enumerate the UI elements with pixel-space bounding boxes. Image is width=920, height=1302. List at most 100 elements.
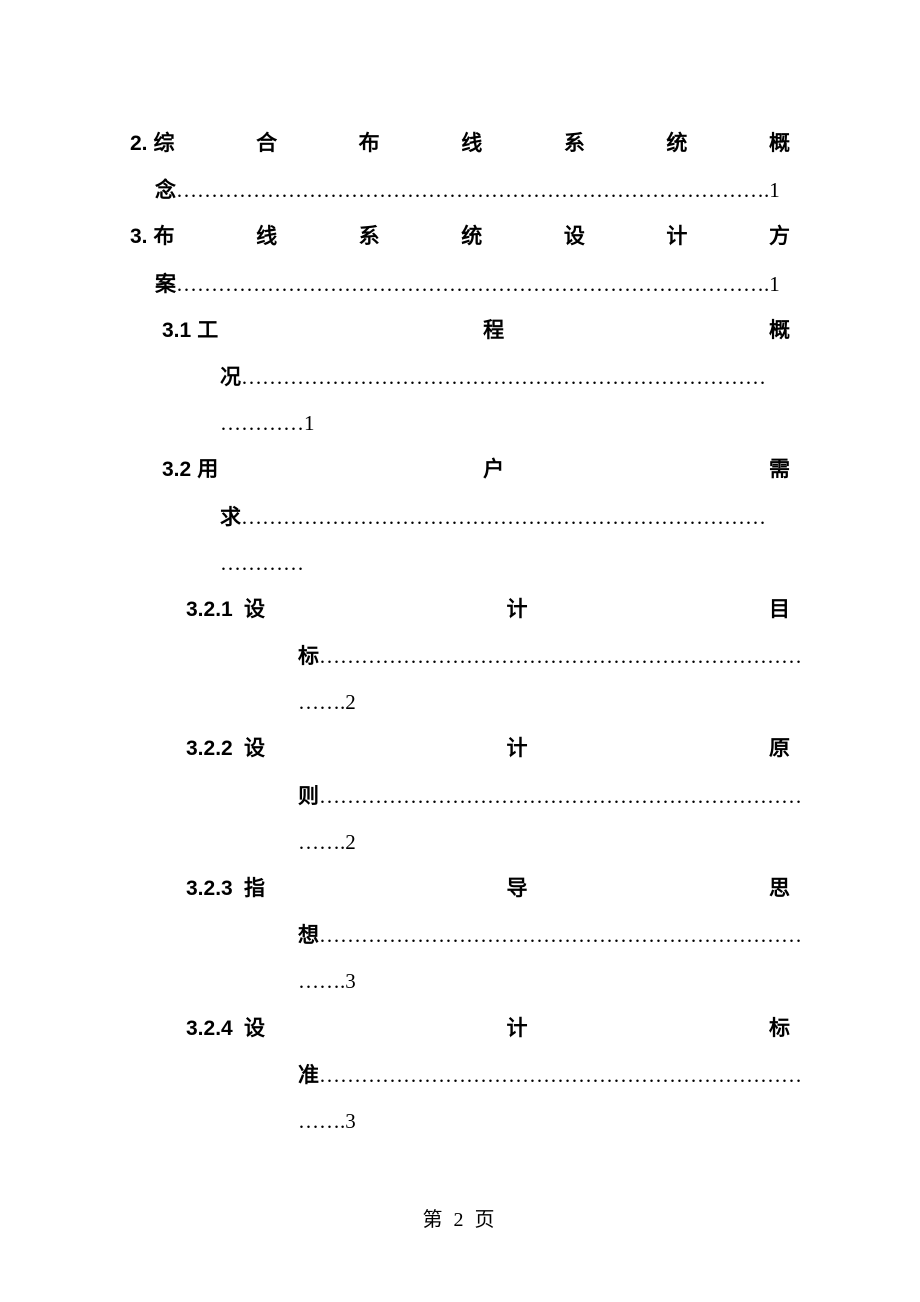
toc-dots: …………………………………………………………… — [319, 1063, 802, 1087]
toc-item-3-2-2: 3.2.2 设 计 原 则…………………………………………………………… …….… — [130, 725, 790, 865]
toc-char: 计 — [506, 725, 527, 772]
toc-num-3-2-3: 3.2.3 — [186, 866, 233, 912]
toc-line-3-2-1-wrap1: 标…………………………………………………………… — [186, 633, 790, 679]
toc-line-3-2-4-title: 3.2.4 设 计 标 — [186, 1005, 790, 1052]
toc-num-3-1: 3.1 — [162, 308, 191, 354]
toc-char: 综 — [154, 120, 175, 166]
toc-dots: ………………………………………………………………… — [241, 505, 766, 529]
toc-item-3-2-1: 3.2.1 设 计 目 标…………………………………………………………… …….… — [130, 586, 790, 726]
toc-char: 概 — [769, 120, 790, 167]
toc-dots: ……. — [298, 969, 345, 993]
page-footer: 第 2 页 — [0, 1203, 920, 1232]
toc-num-3-2-1: 3.2.1 — [186, 587, 233, 633]
toc-char: 布 — [359, 120, 380, 167]
page-number-label: 第 2 页 — [423, 1209, 498, 1231]
toc-char: 设 — [244, 586, 265, 632]
toc-dots: ……. — [298, 830, 345, 854]
toc-num-3-2-2: 3.2.2 — [186, 726, 233, 772]
toc-item-3-2-4: 3.2.4 设 计 标 准…………………………………………………………… …….… — [130, 1005, 790, 1145]
toc-page: 1 — [769, 272, 780, 296]
toc-char: 户 — [483, 446, 504, 493]
toc-line-3-1-title: 3.1工 程 概 — [162, 307, 790, 354]
toc-char: 系 — [564, 120, 585, 167]
toc-char: 思 — [769, 865, 790, 912]
toc-char: 计 — [506, 1005, 527, 1052]
toc-char: 合 — [256, 120, 277, 167]
toc-item-3: 3.布 线 系 统 设 计 方 案……………………………………………………………… — [130, 213, 790, 306]
toc-dots: ……. — [298, 690, 345, 714]
toc-dots: …………………………………………………………… — [319, 784, 802, 808]
toc-dots: …………………………………………………………………………. — [176, 272, 769, 296]
toc-char: 方 — [769, 213, 790, 260]
toc-wrap-char: 案 — [155, 272, 176, 296]
toc-dots: …………………………………………………………………………. — [176, 178, 769, 202]
toc-wrap-char: 念 — [155, 178, 176, 202]
toc-page: 1 — [304, 411, 315, 435]
toc-char: 概 — [769, 307, 790, 354]
toc-char: 导 — [506, 865, 527, 912]
toc-line-3-2-2-wrap2: …….2 — [186, 819, 790, 865]
toc-wrap-char: 准 — [298, 1063, 319, 1087]
toc-line-3-1-wrap1: 况………………………………………………………………… — [162, 354, 790, 400]
toc-char: 指 — [244, 865, 265, 911]
toc-dots: ………… — [220, 411, 304, 435]
toc-wrap-char: 况 — [220, 365, 241, 389]
toc-line-2-wrap: 念………………………………………………………………………….1 — [130, 167, 790, 213]
toc-line-2-title: 2.综 合 布 线 系 统 概 — [130, 120, 790, 167]
toc-char: 设 — [564, 213, 585, 260]
toc-line-3-2-4-wrap1: 准…………………………………………………………… — [186, 1052, 790, 1098]
toc-page: 3 — [345, 969, 356, 993]
toc-line-3-title: 3.布 线 系 统 设 计 方 — [130, 213, 790, 260]
toc-char: 程 — [483, 307, 504, 354]
toc-char: 设 — [244, 1005, 265, 1051]
toc-num-3-2: 3.2 — [162, 447, 191, 493]
toc-char: 系 — [359, 213, 380, 260]
toc-char: 目 — [769, 586, 790, 633]
toc-line-3-2-2-wrap1: 则…………………………………………………………… — [186, 773, 790, 819]
toc-item-2: 2.综 合 布 线 系 统 概 念……………………………………………………………… — [130, 120, 790, 213]
toc-wrap-char: 想 — [298, 923, 319, 947]
toc-num-3: 3. — [130, 214, 148, 260]
toc-char: 用 — [197, 446, 218, 492]
toc-num-2: 2. — [130, 121, 148, 167]
toc-page: 2 — [345, 690, 356, 714]
toc-char: 需 — [769, 446, 790, 493]
toc-wrap-char: 则 — [298, 784, 319, 808]
toc-char: 标 — [769, 1005, 790, 1052]
toc-line-3-1-wrap2: …………1 — [162, 400, 790, 446]
toc-wrap-char: 标 — [298, 644, 319, 668]
toc-line-3-wrap: 案………………………………………………………………………….1 — [130, 261, 790, 307]
toc-line-3-2-1-title: 3.2.1 设 计 目 — [186, 586, 790, 633]
toc-item-3-2: 3.2用 户 需 求………………………………………………………………… ………… — [130, 446, 790, 586]
toc-page: 2 — [345, 830, 356, 854]
toc-line-3-2-3-wrap1: 想…………………………………………………………… — [186, 912, 790, 958]
toc-line-3-2-wrap1: 求………………………………………………………………… — [162, 494, 790, 540]
toc-char: 线 — [256, 213, 277, 260]
toc-page: 1 — [769, 178, 780, 202]
toc-dots: ………… — [220, 551, 304, 575]
toc-num-3-2-4: 3.2.4 — [186, 1006, 233, 1052]
toc-line-3-2-wrap2: ………… — [162, 540, 790, 586]
toc-char: 工 — [197, 307, 218, 353]
toc-char: 线 — [461, 120, 482, 167]
toc-line-3-2-4-wrap2: …….3 — [186, 1098, 790, 1144]
toc-char: 统 — [666, 120, 687, 167]
toc-item-3-2-3: 3.2.3 指 导 思 想…………………………………………………………… …….… — [130, 865, 790, 1005]
toc-char: 计 — [506, 586, 527, 633]
toc-line-3-2-3-title: 3.2.3 指 导 思 — [186, 865, 790, 912]
toc-char: 计 — [666, 213, 687, 260]
toc-char: 统 — [461, 213, 482, 260]
toc-page: 3 — [345, 1109, 356, 1133]
toc-dots: …………………………………………………………… — [319, 923, 802, 947]
toc-line-3-2-2-title: 3.2.2 设 计 原 — [186, 725, 790, 772]
page-content: 2.综 合 布 线 系 统 概 念……………………………………………………………… — [0, 0, 920, 1144]
toc-wrap-char: 求 — [220, 505, 241, 529]
toc-char: 原 — [769, 725, 790, 772]
toc-dots: ………………………………………………………………… — [241, 365, 766, 389]
toc-char: 布 — [154, 213, 175, 259]
toc-line-3-2-1-wrap2: …….2 — [186, 679, 790, 725]
toc-dots: ……. — [298, 1109, 345, 1133]
toc-item-3-1: 3.1工 程 概 况………………………………………………………………… …………… — [130, 307, 790, 447]
toc-line-3-2-title: 3.2用 户 需 — [162, 446, 790, 493]
toc-char: 设 — [244, 725, 265, 771]
